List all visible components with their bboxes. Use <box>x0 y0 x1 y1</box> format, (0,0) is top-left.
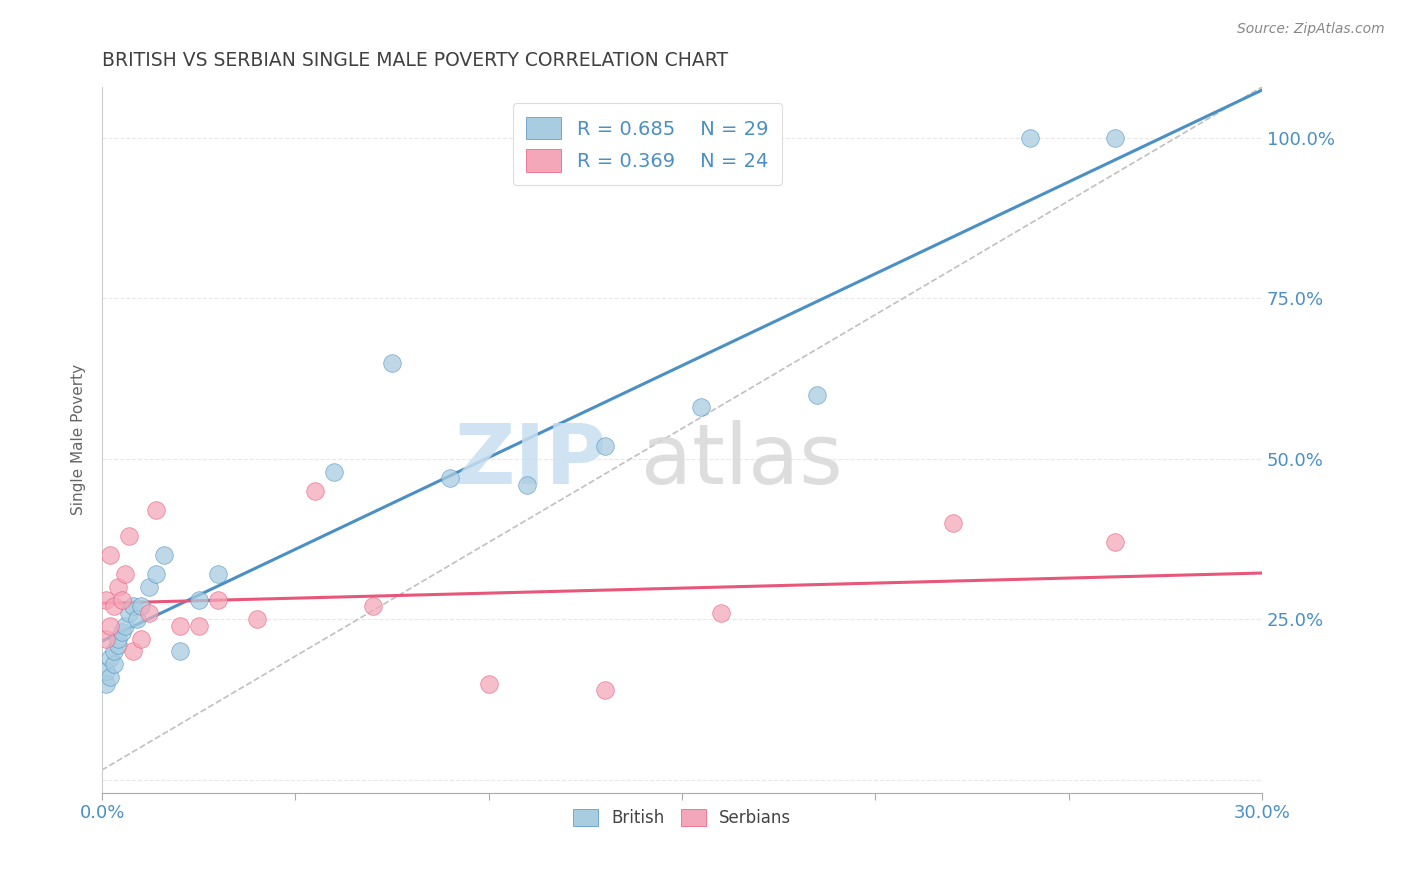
Point <box>207 567 229 582</box>
Point <box>1104 131 1126 145</box>
Point <box>439 471 461 485</box>
Point <box>98 670 121 684</box>
Point <box>145 567 167 582</box>
Point <box>138 580 160 594</box>
Point <box>94 632 117 646</box>
Point <box>169 644 191 658</box>
Point <box>103 644 125 658</box>
Point <box>169 619 191 633</box>
Point <box>110 593 132 607</box>
Point <box>806 387 828 401</box>
Point <box>107 632 129 646</box>
Point <box>129 632 152 646</box>
Point <box>478 676 501 690</box>
Text: ZIP: ZIP <box>454 420 606 501</box>
Point <box>110 625 132 640</box>
Point <box>207 593 229 607</box>
Point <box>107 638 129 652</box>
Point <box>94 664 117 678</box>
Point <box>323 465 346 479</box>
Point <box>94 676 117 690</box>
Point <box>103 599 125 614</box>
Point <box>246 612 269 626</box>
Point <box>1019 131 1042 145</box>
Text: atlas: atlas <box>641 420 844 501</box>
Point <box>94 593 117 607</box>
Point <box>138 606 160 620</box>
Point <box>593 682 616 697</box>
Point <box>187 619 209 633</box>
Point <box>114 567 136 582</box>
Point <box>942 516 965 530</box>
Y-axis label: Single Male Poverty: Single Male Poverty <box>72 364 86 516</box>
Point <box>125 612 148 626</box>
Point <box>381 355 404 369</box>
Point <box>187 593 209 607</box>
Point <box>103 657 125 672</box>
Point <box>516 477 538 491</box>
Point <box>304 483 326 498</box>
Point <box>153 548 176 562</box>
Text: Source: ZipAtlas.com: Source: ZipAtlas.com <box>1237 22 1385 37</box>
Point <box>98 619 121 633</box>
Point <box>593 439 616 453</box>
Point <box>98 548 121 562</box>
Point <box>98 650 121 665</box>
Point <box>1104 535 1126 549</box>
Text: BRITISH VS SERBIAN SINGLE MALE POVERTY CORRELATION CHART: BRITISH VS SERBIAN SINGLE MALE POVERTY C… <box>103 51 728 70</box>
Point <box>114 619 136 633</box>
Point <box>145 503 167 517</box>
Point <box>122 599 145 614</box>
Point <box>118 529 141 543</box>
Point <box>118 606 141 620</box>
Point <box>129 599 152 614</box>
Point <box>361 599 384 614</box>
Point <box>107 580 129 594</box>
Point <box>710 606 733 620</box>
Legend: British, Serbians: British, Serbians <box>567 802 799 834</box>
Point <box>122 644 145 658</box>
Point <box>690 401 713 415</box>
